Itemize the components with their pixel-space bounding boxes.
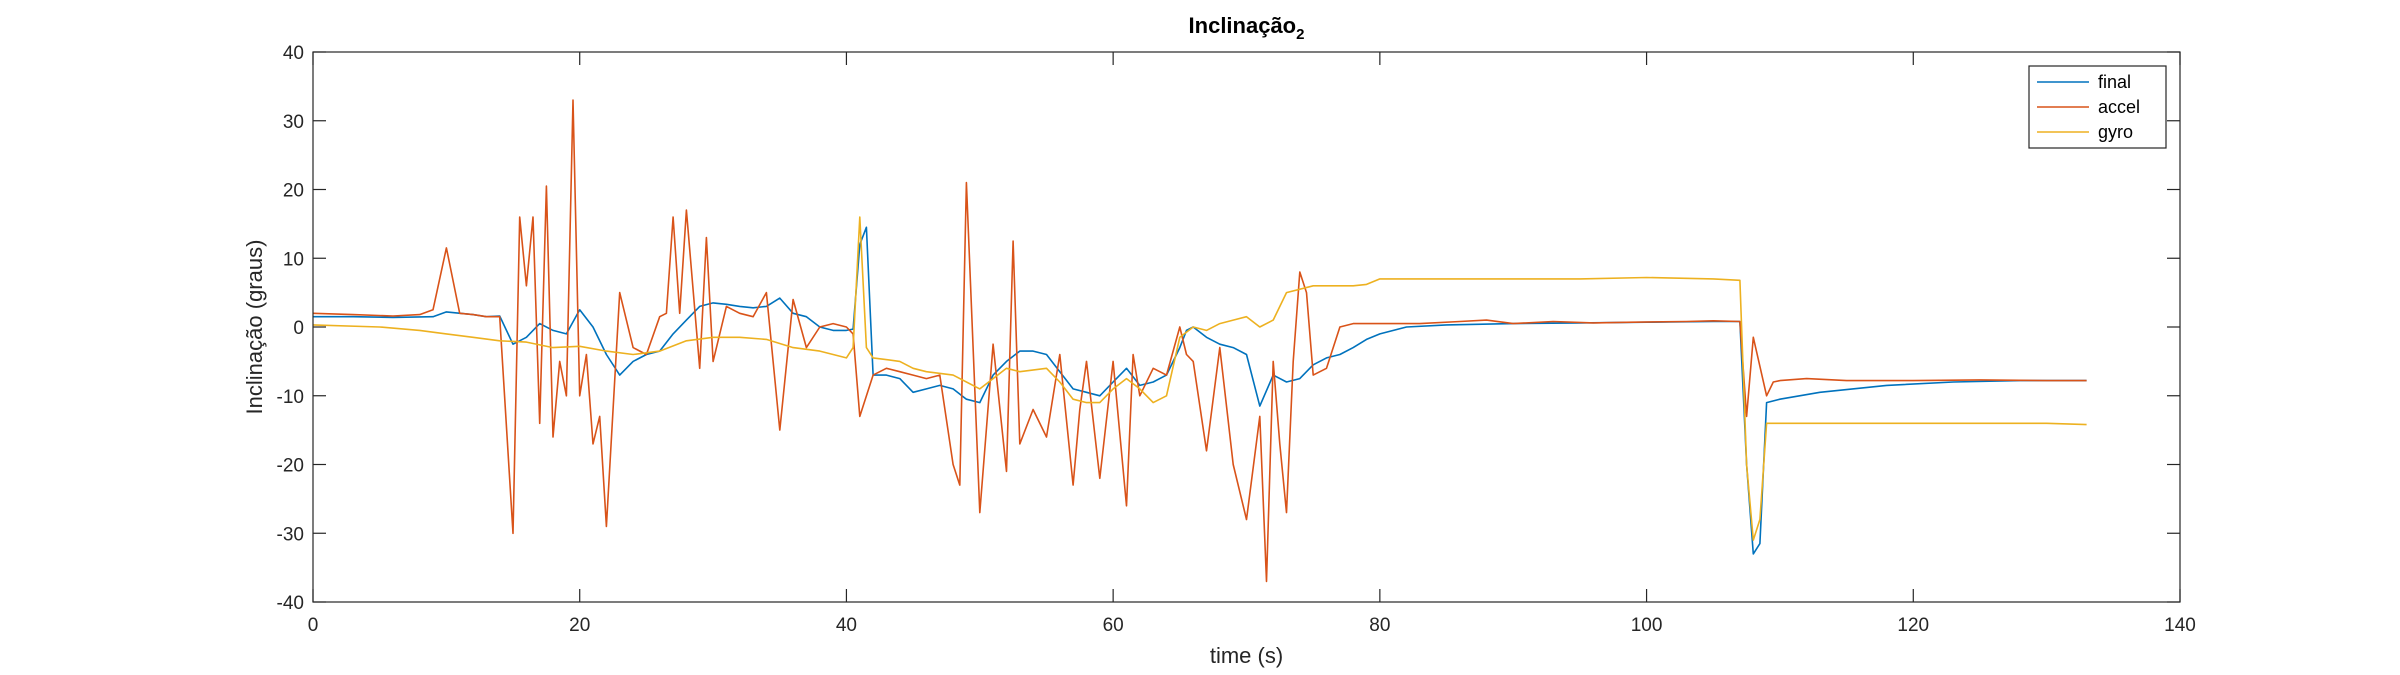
x-tick-label: 140 (2164, 615, 2196, 636)
legend-label-accel: accel (2098, 97, 2140, 117)
chart-title-subscript: 2 (1296, 26, 1304, 43)
x-tick-label: 100 (1631, 615, 1663, 636)
x-tick-label: 40 (836, 615, 857, 636)
y-tick-label: -20 (277, 456, 304, 477)
legend-label-final: final (2098, 72, 2131, 92)
x-tick-label: 20 (569, 615, 590, 636)
y-tick-label: -10 (277, 387, 304, 408)
y-tick-label: 10 (283, 249, 304, 270)
x-axis-label: time (s) (1210, 643, 1283, 668)
x-tick-label: 80 (1369, 615, 1390, 636)
x-tick-label: 60 (1103, 615, 1124, 636)
series-line-accel (312, 99, 2087, 583)
chart-title: Inclinação2 (1189, 13, 1305, 43)
x-tick-label: 120 (1897, 615, 1929, 636)
y-tick-label: 20 (283, 181, 304, 202)
series-line-final (313, 226, 2087, 555)
legend: final accel gyro (2028, 65, 2167, 149)
y-tick-label: 30 (283, 112, 304, 133)
y-tick-label: -40 (277, 593, 304, 614)
ticks-layer: 0 20 40 60 80 100 120 140 -40 -30 -20 -10 0 10 20 30 40 (277, 43, 2196, 636)
series-layer (312, 99, 2087, 583)
x-tick-label: 0 (308, 615, 319, 636)
chart-title-text: Inclinação (1189, 13, 1297, 38)
legend-label-gyro: gyro (2098, 122, 2133, 142)
y-tick-label: -30 (277, 524, 304, 545)
y-tick-label: 40 (283, 43, 304, 64)
series-line-gyro (312, 216, 2087, 541)
y-tick-label: 0 (293, 318, 304, 339)
y-axis-label: Inclinação (graus) (242, 240, 267, 415)
